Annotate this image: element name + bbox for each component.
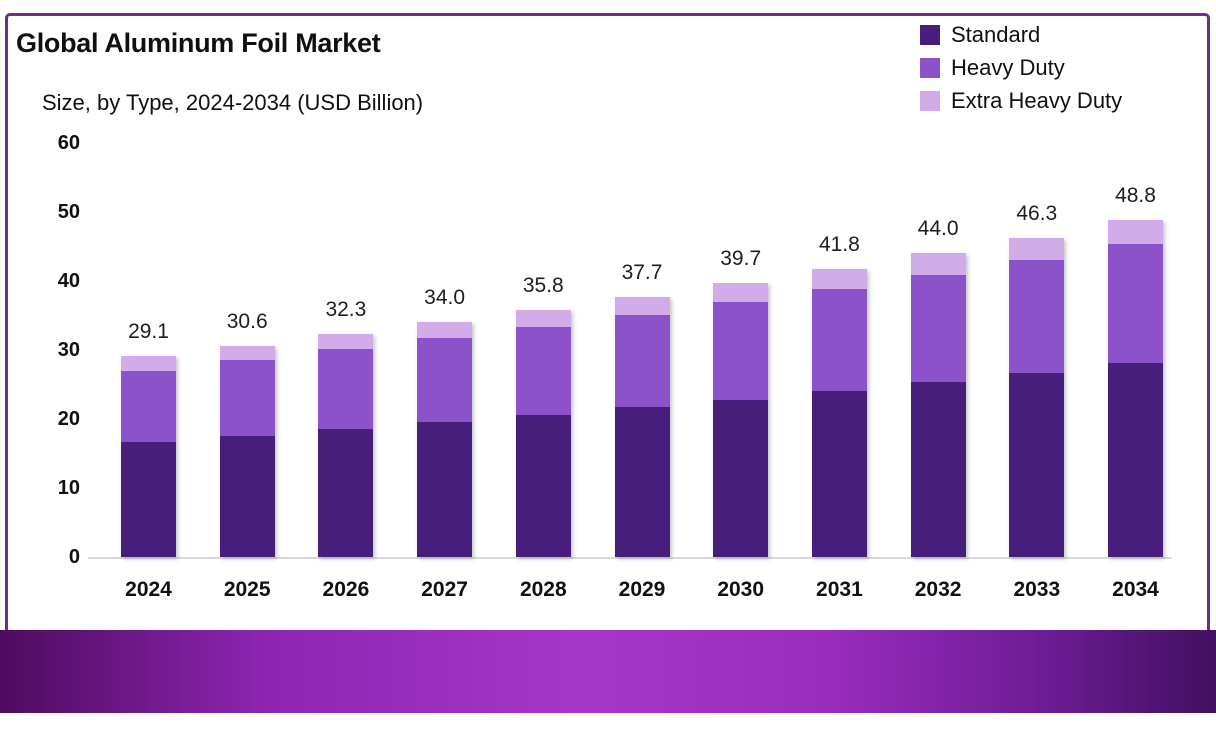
legend-swatch-icon	[920, 58, 940, 78]
bar-segment-standard	[515, 414, 571, 557]
x-axis-tick-2028: 2028	[519, 578, 567, 601]
chart-subtitle: Size, by Type, 2024-2034 (USD Billion)	[42, 90, 424, 115]
bar-2027	[417, 322, 473, 557]
x-axis-tick-2029: 2029	[618, 578, 666, 601]
bar-segment-extra-heavy-duty	[219, 345, 275, 361]
x-axis-tick-2031: 2031	[816, 578, 863, 601]
bar-2032	[910, 253, 966, 557]
bar-segment-extra-heavy-duty	[811, 268, 867, 290]
x-axis-line	[88, 557, 1172, 559]
x-axis-tick-2033: 2033	[1013, 578, 1061, 601]
y-axis-tick: 20	[57, 408, 80, 430]
bar-segment-extra-heavy-duty	[713, 283, 769, 303]
bar-2026	[318, 334, 374, 557]
bar-segment-extra-heavy-duty	[318, 334, 374, 350]
bar-segment-standard	[811, 391, 867, 557]
bar-segment-standard	[713, 399, 769, 557]
bar-2029	[614, 296, 670, 557]
bar-segment-standard	[614, 407, 670, 557]
bar-segment-heavy-duty	[1009, 260, 1065, 374]
bar-segment-extra-heavy-duty	[515, 309, 571, 328]
legend-swatch-icon	[920, 91, 940, 111]
bar-segment-standard	[121, 441, 176, 557]
bar-segment-extra-heavy-duty	[417, 322, 473, 339]
bar-2034	[1108, 220, 1163, 557]
bar-segment-extra-heavy-duty	[910, 253, 966, 275]
x-axis-tick-2024: 2024	[125, 578, 172, 601]
bar-2028	[515, 309, 571, 557]
bar-segment-extra-heavy-duty	[1009, 237, 1065, 261]
legend-item-extra-heavy-duty: Extra Heavy Duty	[920, 90, 1122, 112]
bar-segment-heavy-duty	[318, 349, 374, 429]
bar-segment-heavy-duty	[121, 370, 176, 442]
bar-2024	[121, 356, 176, 557]
bar-segment-extra-heavy-duty	[614, 296, 670, 315]
bar-segment-heavy-duty	[713, 302, 769, 400]
bar-segment-standard	[318, 428, 374, 557]
x-axis-tick-2027: 2027	[421, 578, 468, 601]
bar-total-label: 32.3	[325, 298, 367, 322]
bar-total-label: 48.8	[1115, 184, 1156, 208]
x-axis-tick-2026: 2026	[322, 578, 370, 601]
y-axis-tick: 0	[68, 546, 80, 568]
y-axis-tick: 60	[57, 132, 80, 154]
bar-segment-extra-heavy-duty	[1108, 220, 1163, 244]
bar-segment-standard	[1108, 363, 1163, 557]
bar-segment-heavy-duty	[910, 274, 966, 383]
bar-total-label: 39.7	[720, 247, 762, 271]
bar-total-label: 35.8	[522, 273, 564, 297]
x-axis-tick-2034: 2034	[1112, 578, 1159, 601]
bar-segment-heavy-duty	[219, 360, 275, 436]
bar-segment-heavy-duty	[1108, 243, 1163, 364]
legend: Standard Heavy Duty Extra Heavy Duty	[920, 24, 1122, 112]
bar-2031	[811, 268, 867, 557]
bar-segment-standard	[219, 435, 275, 557]
bar-segment-standard	[417, 421, 473, 557]
bar-2030	[713, 283, 769, 557]
chart-title: Global Aluminum Foil Market	[16, 28, 381, 58]
legend-label: Heavy Duty	[951, 55, 1065, 80]
bar-2025	[219, 345, 275, 557]
x-axis-tick-2030: 2030	[717, 578, 765, 601]
legend-item-standard: Standard	[920, 24, 1122, 46]
bar-segment-heavy-duty	[515, 327, 571, 415]
bar-segment-standard	[910, 382, 966, 557]
footer-banner: The Market will Grow At the CAGR of: 5.3…	[0, 630, 1216, 713]
legend-swatch-icon	[920, 25, 940, 45]
legend-label: Standard	[951, 22, 1041, 47]
y-axis-tick: 30	[57, 339, 80, 361]
legend-label: Extra Heavy Duty	[951, 88, 1123, 113]
legend-item-heavy-duty: Heavy Duty	[920, 57, 1122, 79]
bar-total-label: 37.7	[621, 260, 663, 284]
bar-2033	[1009, 237, 1065, 557]
bar-total-label: 44.0	[917, 217, 959, 241]
bar-segment-heavy-duty	[811, 289, 867, 392]
x-axis-tick-2025: 2025	[223, 578, 271, 601]
bar-total-label: 29.1	[128, 320, 169, 344]
y-axis-tick: 50	[57, 201, 80, 223]
y-axis-tick: 10	[57, 477, 80, 499]
bar-segment-extra-heavy-duty	[121, 356, 176, 371]
bar-segment-standard	[1009, 373, 1065, 557]
bar-total-label: 46.3	[1016, 201, 1058, 225]
bar-total-label: 34.0	[424, 286, 466, 310]
x-axis-tick-2032: 2032	[914, 578, 962, 601]
bar-total-label: 30.6	[226, 309, 268, 333]
bar-segment-heavy-duty	[417, 338, 473, 422]
bar-segment-heavy-duty	[614, 314, 670, 408]
y-axis-tick: 40	[57, 270, 80, 292]
bar-total-label: 41.8	[818, 232, 860, 256]
